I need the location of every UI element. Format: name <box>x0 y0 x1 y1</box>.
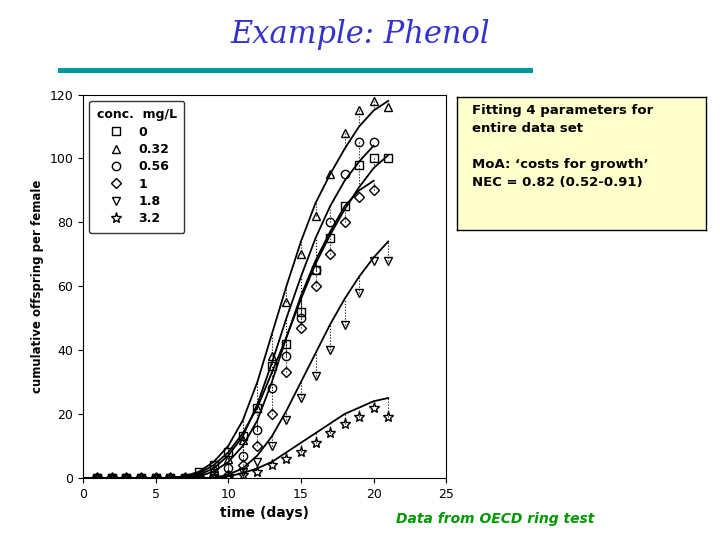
X-axis label: time (days): time (days) <box>220 506 309 520</box>
Text: Example: Phenol: Example: Phenol <box>230 19 490 50</box>
Text: Fitting 4 parameters for
entire data set

MoA: ‘costs for growth’
NEC = 0.82 (0.: Fitting 4 parameters for entire data set… <box>472 104 653 189</box>
Text: Data from OECD ring test: Data from OECD ring test <box>396 512 595 526</box>
Y-axis label: cumulative offspring per female: cumulative offspring per female <box>31 179 44 393</box>
Legend: 0, 0.32, 0.56, 1, 1.8, 3.2: 0, 0.32, 0.56, 1, 1.8, 3.2 <box>89 101 184 233</box>
